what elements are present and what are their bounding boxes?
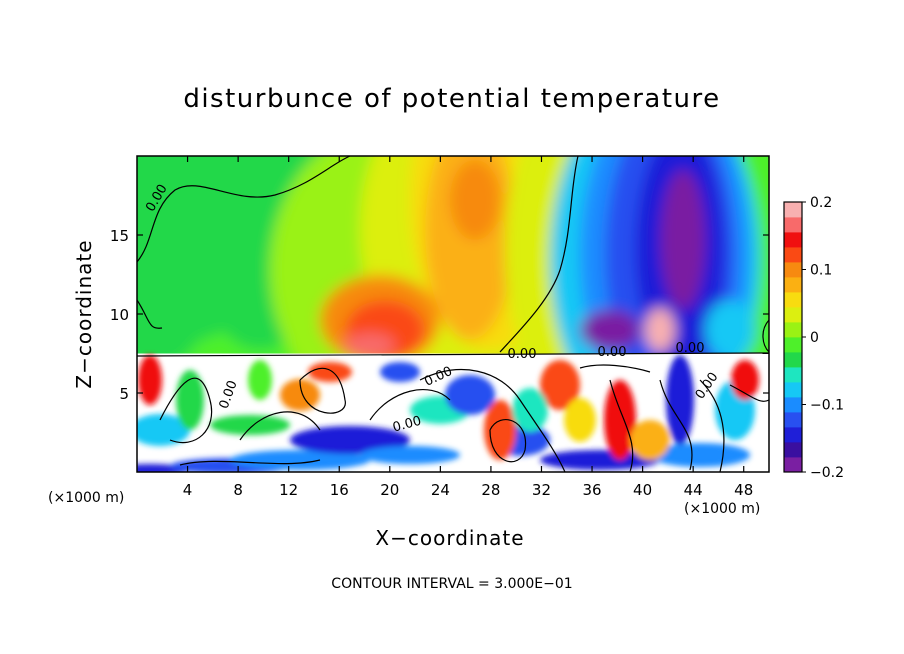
colorbar-tick-label: 0.1 <box>810 263 832 279</box>
colorbar-tick-label: −0.1 <box>810 398 844 414</box>
x-tick-label: 44 <box>684 481 703 499</box>
x-unit-label: (×1000 m) <box>684 501 761 517</box>
x-tick-label: 8 <box>233 481 243 499</box>
colorbar-swatch <box>784 292 802 308</box>
colorbar-swatch <box>784 322 802 338</box>
y-unit-label: (×1000 m) <box>48 490 125 506</box>
x-tick-label: 28 <box>481 481 500 499</box>
colorbar-tick-label: 0.2 <box>810 195 832 211</box>
colorbar-swatch <box>784 457 802 473</box>
y-tick-label: 5 <box>119 385 129 403</box>
x-tick-label: 16 <box>330 481 349 499</box>
colorbar-swatch <box>784 202 802 218</box>
colorbar-tick-label: −0.2 <box>810 465 844 481</box>
colorbar-swatch <box>784 307 802 323</box>
colorbar: 0.2 0.1 0 −0.1 −0.2 <box>783 195 844 481</box>
colorbar-swatch <box>784 367 802 383</box>
contour-label: 0.00 <box>598 345 627 360</box>
x-axis: 4 8 12 16 20 24 28 32 36 40 44 48 <box>183 156 753 499</box>
y-tick-label: 15 <box>110 227 129 245</box>
y-axis: 5 10 15 <box>110 227 769 403</box>
contour-label: 0.00 <box>676 341 705 356</box>
x-tick-label: 48 <box>734 481 753 499</box>
x-tick-label: 4 <box>183 481 193 499</box>
x-tick-label: 32 <box>532 481 551 499</box>
colorbar-swatch <box>784 337 802 353</box>
colorbar-tick-label: 0 <box>810 330 819 346</box>
contour-lines <box>137 156 769 472</box>
colorbar-swatch <box>784 382 802 398</box>
colorbar-swatch <box>784 352 802 368</box>
x-tick-label: 20 <box>380 481 399 499</box>
temperature-field <box>137 156 769 472</box>
x-tick-label: 40 <box>633 481 652 499</box>
contour-label: 0.00 <box>508 347 537 362</box>
colorbar-swatch <box>784 397 802 413</box>
colorbar-swatch <box>784 247 802 263</box>
colorbar-swatch <box>784 412 802 428</box>
contour-interval-note: CONTOUR INTERVAL = 3.000E−01 <box>331 576 573 592</box>
contour-label: 0.00 <box>391 414 423 436</box>
chart-title: disturbunce of potential temperature <box>183 84 721 114</box>
y-axis-label: Z−coordinate <box>72 239 96 389</box>
x-tick-label: 36 <box>582 481 601 499</box>
colorbar-swatch <box>784 217 802 233</box>
colorbar-swatch <box>784 277 802 293</box>
colorbar-swatch <box>784 442 802 458</box>
x-tick-label: 12 <box>279 481 298 499</box>
x-axis-label: X−coordinate <box>375 526 525 550</box>
colorbar-swatch <box>784 262 802 278</box>
colorbar-swatch <box>784 232 802 248</box>
colorbar-swatch <box>784 427 802 443</box>
y-tick-label: 10 <box>110 306 129 324</box>
x-tick-label: 24 <box>431 481 450 499</box>
